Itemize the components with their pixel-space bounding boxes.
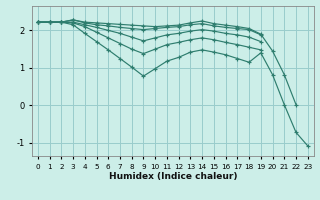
X-axis label: Humidex (Indice chaleur): Humidex (Indice chaleur): [108, 172, 237, 181]
